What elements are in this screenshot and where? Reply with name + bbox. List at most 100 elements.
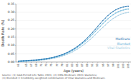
x-tick-label: 79 (61, 63, 64, 67)
series-marker (36, 60, 37, 61)
series-marker (105, 17, 106, 18)
y-tick-label: 0.15 (8, 35, 15, 39)
series-marker (59, 55, 60, 56)
series-marker (87, 37, 88, 38)
series-marker (23, 60, 24, 61)
series-marker (74, 48, 75, 49)
plot-area (18, 6, 129, 62)
x-tick-label: 101 (117, 63, 120, 68)
series-marker (97, 26, 98, 27)
series-marker (69, 51, 70, 52)
series-marker (41, 60, 42, 61)
series-marker (92, 37, 93, 38)
series-marker (79, 47, 80, 48)
series-marker (44, 59, 45, 60)
series-marker (110, 20, 111, 21)
series-marker (39, 59, 40, 60)
series-marker (115, 16, 116, 17)
series-marker (105, 24, 106, 25)
series-line (19, 9, 129, 61)
series-marker (36, 60, 37, 61)
series-marker (74, 48, 75, 49)
series-marker (72, 50, 73, 51)
series-marker (72, 51, 73, 52)
series-marker (92, 34, 93, 35)
series-marker (118, 15, 119, 16)
series-marker (108, 15, 109, 16)
series-marker (64, 53, 65, 54)
series-marker (49, 58, 50, 59)
series-marker (62, 55, 63, 56)
series-marker (51, 58, 52, 59)
series-marker (67, 53, 68, 54)
x-tick-label: 87 (81, 63, 84, 67)
series-marker (26, 60, 27, 61)
series-marker (123, 6, 124, 7)
series-marker (67, 54, 68, 55)
grid-line (16, 4, 131, 5)
series-marker (128, 6, 129, 7)
x-tick-label: 89 (86, 63, 89, 67)
series-marker (51, 57, 52, 58)
y-axis (16, 4, 17, 62)
grid-line (16, 12, 131, 13)
series-label: Blended (117, 42, 130, 46)
y-axis-label: Death Rate (%) (1, 19, 5, 47)
y-tick-label: 0.10 (8, 43, 15, 47)
series-marker (54, 57, 55, 58)
series-marker (92, 32, 93, 33)
series-marker (72, 49, 73, 50)
series-marker (118, 11, 119, 12)
series-marker (74, 50, 75, 51)
series-marker (33, 60, 34, 61)
grid-line (16, 20, 131, 21)
series-marker (110, 13, 111, 14)
series-marker (39, 59, 40, 60)
y-tick-label: 0.20 (8, 27, 15, 31)
series-marker (62, 54, 63, 55)
series-marker (56, 57, 57, 58)
chart: 0.000.050.100.150.200.250.300.3562656769… (0, 0, 135, 80)
series-marker (28, 60, 29, 61)
series-marker (90, 39, 91, 40)
series-marker (82, 45, 83, 46)
series-marker (31, 60, 32, 61)
x-tick-label: 97 (107, 63, 110, 67)
series-marker (31, 60, 32, 61)
series-marker (85, 43, 86, 44)
series-marker (123, 9, 124, 10)
series-marker (120, 7, 121, 9)
series-marker (85, 40, 86, 41)
x-tick-label: 65 (25, 63, 28, 67)
x-axis-label: Age (years) (63, 69, 84, 73)
series-marker (33, 60, 34, 61)
series-marker (125, 12, 126, 13)
series-marker (46, 59, 47, 60)
series-marker (120, 10, 121, 11)
x-tick-label: 83 (71, 63, 74, 67)
series-marker (21, 61, 22, 62)
series-marker (100, 26, 101, 27)
series-marker (56, 56, 57, 57)
grid-line (16, 62, 131, 63)
x-tick-label: 105 (127, 63, 130, 68)
series-marker (85, 41, 86, 42)
grid-line (16, 53, 131, 54)
series-marker (41, 59, 42, 60)
x-tick-label: 95 (102, 63, 105, 67)
series-marker (95, 29, 96, 30)
series-marker (87, 41, 88, 42)
x-tick-label: 67 (30, 63, 33, 67)
series-marker (46, 58, 47, 59)
series-marker (108, 18, 109, 19)
y-tick-label: 0.25 (8, 18, 15, 22)
series-marker (69, 53, 70, 54)
series-marker (82, 42, 83, 43)
grid-line (16, 28, 131, 29)
x-tick-label: 91 (91, 63, 94, 67)
series-marker (102, 27, 103, 28)
series-marker (26, 60, 27, 61)
series-marker (125, 6, 126, 7)
series-label: Vital Statistics (107, 46, 130, 50)
x-tick-label: 75 (50, 63, 53, 67)
